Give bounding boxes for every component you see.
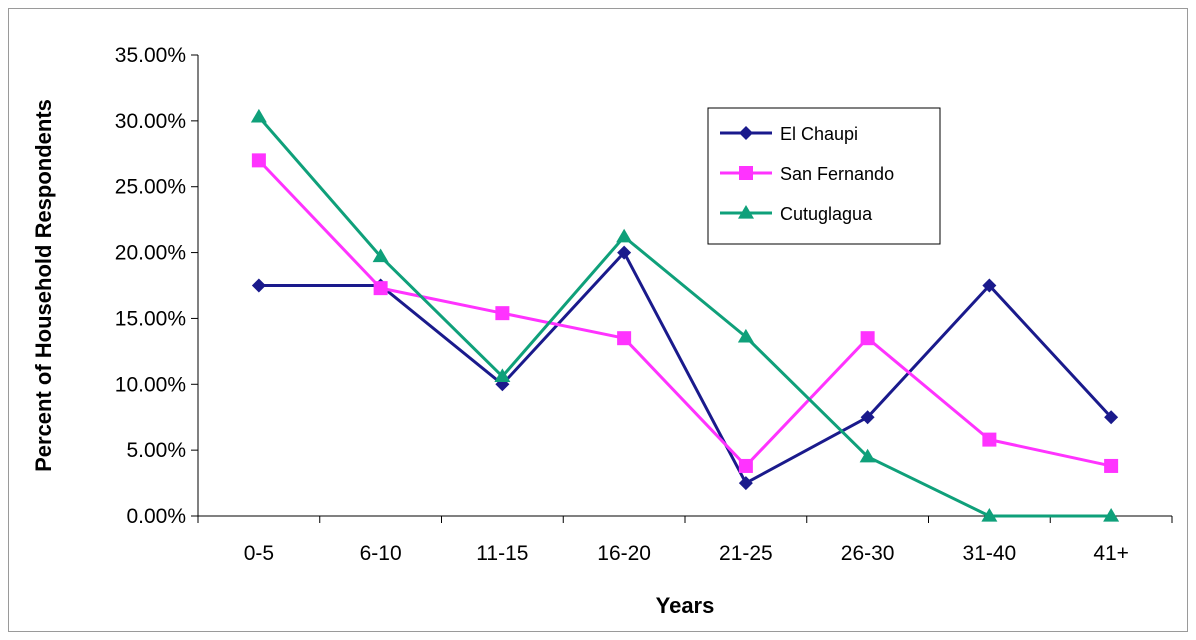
legend-marker — [739, 126, 753, 140]
y-axis: 0.00% 5.00% 10.00% 15.00% 20.00% 25.00% 30.00%… — [115, 44, 199, 528]
data-point — [494, 368, 511, 382]
data-point — [982, 278, 997, 293]
legend: El Chaupi San Fernando Cutuglagua — [707, 107, 941, 245]
series-lines — [250, 108, 1120, 522]
data-point — [495, 306, 510, 321]
legend-marker — [739, 166, 753, 180]
legend-label: Cutuglagua — [780, 204, 873, 224]
y-tick-label: 30.00% — [115, 110, 186, 133]
data-point — [616, 228, 633, 243]
x-tick-label: 31-40 — [963, 542, 1017, 565]
data-point — [373, 281, 388, 296]
data-point — [250, 108, 267, 123]
series-line — [257, 115, 1112, 518]
data-point — [981, 508, 998, 522]
x-tick-label: 21-25 — [719, 542, 773, 565]
data-point — [860, 410, 875, 425]
data-point — [737, 328, 754, 343]
x-tick-label: 41+ — [1093, 542, 1129, 565]
x-axis-title: Years — [656, 593, 715, 618]
y-tick-label: 20.00% — [115, 242, 186, 265]
data-point — [859, 448, 876, 463]
x-tick-label: 26-30 — [841, 542, 895, 565]
y-tick-label: 15.00% — [115, 307, 186, 330]
line-chart: 0.00% 5.00% 10.00% 15.00% 20.00% 25.00% 30.00%… — [31, 44, 1173, 618]
series-line — [257, 159, 1112, 468]
y-tick-label: 5.00% — [126, 439, 186, 462]
data-point — [738, 476, 753, 491]
data-point — [372, 248, 389, 263]
data-point — [860, 331, 875, 346]
x-tick-label: 0-5 — [244, 542, 274, 565]
y-tick-label: 10.00% — [115, 373, 186, 396]
x-axis: 0-5 6-10 11-15 16-20 21-25 26-30 31-40 41+ — [197, 515, 1173, 565]
legend-marker — [738, 205, 754, 219]
legend-label: San Fernando — [780, 164, 894, 184]
x-tick-label: 6-10 — [360, 542, 402, 565]
y-axis-title: Percent of Household Respondents — [31, 99, 56, 472]
data-point — [617, 331, 632, 346]
y-tick-label: 25.00% — [115, 176, 186, 199]
y-tick-label: 35.00% — [115, 44, 186, 67]
data-point — [982, 432, 997, 447]
legend-item: El Chaupi — [720, 124, 858, 144]
data-point — [1104, 410, 1119, 425]
data-point — [251, 278, 266, 293]
data-point — [738, 458, 753, 473]
series-2 — [250, 108, 1120, 522]
x-tick-label: 16-20 — [597, 542, 651, 565]
series-1 — [251, 153, 1119, 473]
data-point — [1104, 458, 1119, 473]
data-point — [617, 245, 632, 260]
legend-item: San Fernando — [720, 164, 894, 184]
data-point — [1103, 508, 1120, 522]
chart-frame: 0.00% 5.00% 10.00% 15.00% 20.00% 25.00% 30.00%… — [8, 8, 1188, 632]
legend-item: Cutuglagua — [720, 204, 873, 224]
data-point — [251, 153, 266, 168]
x-tick-label: 11-15 — [476, 542, 528, 565]
series-line — [258, 251, 1113, 485]
y-tick-label: 0.00% — [126, 505, 186, 528]
legend-label: El Chaupi — [780, 124, 858, 144]
